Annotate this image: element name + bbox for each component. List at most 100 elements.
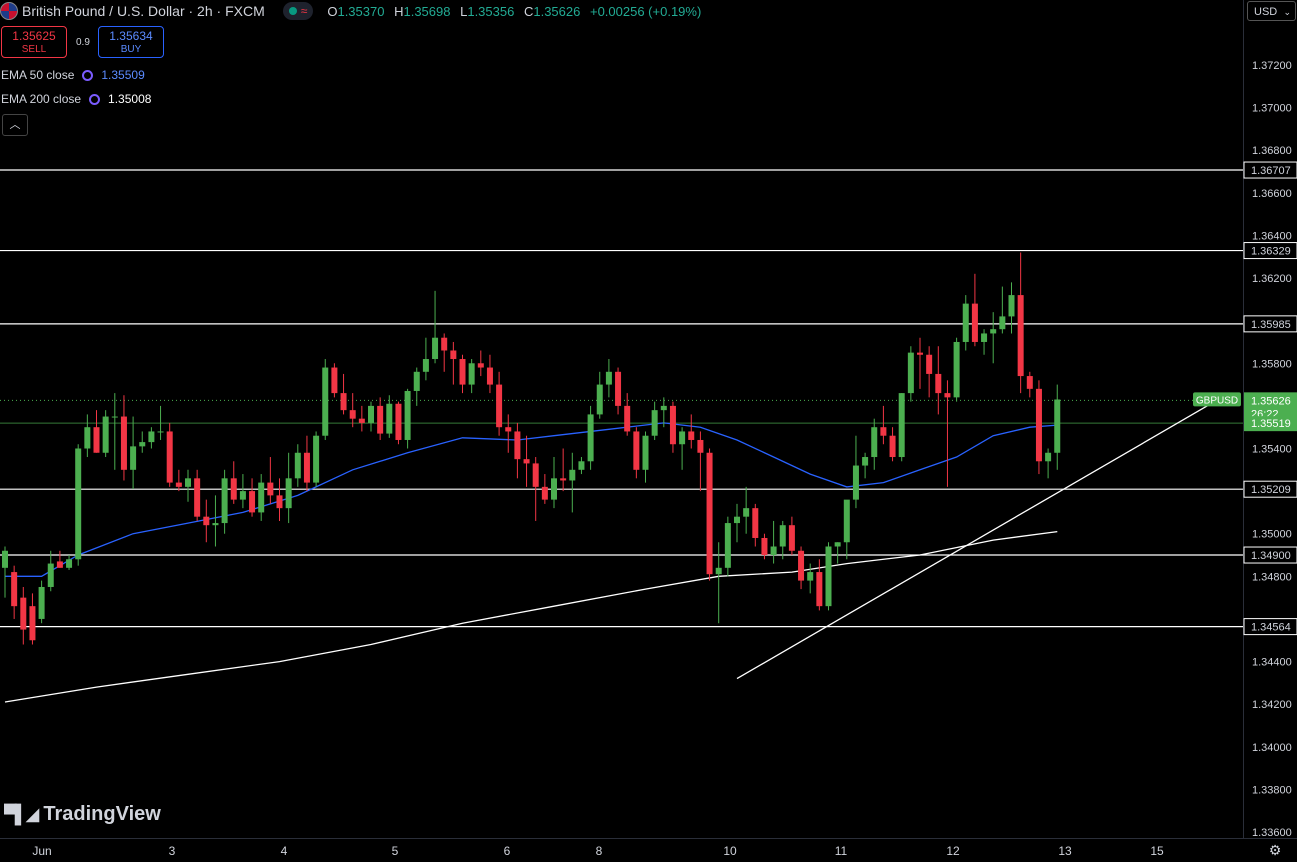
candle-body xyxy=(120,416,127,470)
price-tick-label: 1.37200 xyxy=(1252,60,1292,72)
candle-body xyxy=(560,478,567,481)
time-tick-label: 4 xyxy=(281,844,288,858)
candle-body xyxy=(175,482,182,487)
ohlc-open-key: O xyxy=(327,3,338,19)
price-tick-label: 1.36200 xyxy=(1252,273,1292,285)
candle-body xyxy=(322,367,329,436)
horizontal-levels xyxy=(0,169,1243,628)
candle-body xyxy=(926,354,933,374)
level-price-tag xyxy=(1243,546,1297,564)
chevron-down-icon: ⌄ xyxy=(1283,7,1291,17)
indicator-ema200[interactable]: EMA 200 close 1.35008 xyxy=(1,92,151,106)
level-price-label: 1.35985 xyxy=(1251,319,1291,331)
candle-body xyxy=(285,478,292,509)
chart-header: British Pound / U.S. Dollar · 2h · FXCM … xyxy=(0,0,707,22)
price-tick-label: 1.34800 xyxy=(1252,571,1292,583)
candle-body xyxy=(1045,452,1052,462)
sell-label: SELL xyxy=(21,44,47,55)
candle-body xyxy=(29,606,36,641)
candle-body xyxy=(679,431,686,445)
candle-body xyxy=(1035,388,1042,462)
candles xyxy=(2,252,1061,645)
symbol-price-tag xyxy=(1193,392,1241,407)
candle-body xyxy=(907,352,914,394)
candle-body xyxy=(605,371,612,385)
price-tick-label: 1.37000 xyxy=(1252,103,1292,115)
buy-button[interactable]: 1.35634 BUY xyxy=(98,26,164,58)
ohlc-low-value: 1.35356 xyxy=(467,3,515,19)
candle-body xyxy=(239,491,246,500)
ohlc-high-value: 1.35698 xyxy=(403,3,451,19)
candle-body xyxy=(84,427,91,449)
candle-body xyxy=(788,525,795,551)
ema50-layer xyxy=(5,422,1058,577)
candle-body xyxy=(349,410,356,419)
candle-body xyxy=(93,427,100,453)
candle-body xyxy=(313,435,320,483)
candle-body xyxy=(294,452,301,479)
candle-body xyxy=(56,561,63,568)
candle-body xyxy=(871,427,878,458)
time-tick-label: 8 xyxy=(596,844,603,858)
price-tags: 1.36707 1.36329 1.35985 1.35209 1.34900 1.345… xyxy=(1193,161,1297,636)
candle-body xyxy=(221,478,228,524)
candle-body xyxy=(669,405,676,445)
candle-body xyxy=(331,367,338,394)
time-tick-label: 11 xyxy=(835,844,848,858)
candle-body xyxy=(743,508,750,517)
candle-body xyxy=(47,563,54,587)
candle-body xyxy=(642,435,649,470)
candle-body xyxy=(615,371,622,406)
candle-body xyxy=(880,427,887,436)
candle-body xyxy=(422,359,429,372)
ema50-price-tag xyxy=(1244,416,1297,432)
candle-body xyxy=(761,537,768,556)
sell-button[interactable]: 1.35625 SELL xyxy=(1,26,67,58)
tradingview-logo: ▀▌◢ TradingView xyxy=(4,803,161,826)
indicator-ema50[interactable]: EMA 50 close 1.35509 xyxy=(1,68,145,82)
level-price-label: 1.35209 xyxy=(1251,484,1291,496)
candle-body xyxy=(807,572,814,581)
candle-body xyxy=(203,516,210,526)
candle-body xyxy=(578,461,585,470)
price-tick-label: 1.34000 xyxy=(1252,742,1292,754)
candle-body xyxy=(834,542,841,547)
symbol-title[interactable]: British Pound / U.S. Dollar · 2h · FXCM xyxy=(22,3,265,19)
ohlc-open-value: 1.35370 xyxy=(337,3,385,19)
candle-body xyxy=(276,495,283,509)
candle-body xyxy=(194,478,201,517)
price-axis[interactable]: 1.37200 1.37000 1.36800 1.36600 1.36400 1.362… xyxy=(1252,60,1292,839)
gear-icon[interactable]: ⚙ xyxy=(1268,842,1282,858)
wave-icon: ≈ xyxy=(300,4,308,18)
candle-body xyxy=(413,371,420,391)
candle-body xyxy=(450,350,457,360)
currency-selector[interactable]: USD ⌄ xyxy=(1247,1,1296,21)
candle-body xyxy=(1008,295,1015,317)
market-status[interactable]: ≈ xyxy=(282,2,314,20)
candle-body xyxy=(395,403,402,440)
ema50-line xyxy=(5,422,1058,577)
price-tick-label: 1.33600 xyxy=(1252,827,1292,839)
ema200-line xyxy=(4,530,1058,703)
candle-body xyxy=(496,384,503,428)
ohlc-values: O1.35370 H1.35698 L1.35356 C1.35626 +0.0… xyxy=(327,4,707,19)
symbol-tag-label: GBPUSD xyxy=(1196,395,1238,406)
ohlc-low-key: L xyxy=(460,3,468,19)
time-axis[interactable]: Jun 3 4 5 6 8 10 11 12 13 15 xyxy=(32,844,1164,858)
candle-body xyxy=(477,363,484,368)
ohlc-close-key: C xyxy=(523,3,534,19)
ema200-layer xyxy=(4,530,1058,703)
candle-body xyxy=(2,550,8,568)
trendline-layer xyxy=(736,396,1223,680)
candle-body xyxy=(340,393,347,411)
candle-body xyxy=(688,431,695,440)
brand-name: TradingView xyxy=(43,803,161,825)
ohlc-high-key: H xyxy=(394,3,404,19)
candle-body xyxy=(267,482,274,496)
collapse-indicators-button[interactable]: ︿ xyxy=(2,114,28,136)
candle-body xyxy=(523,459,530,464)
candle-body xyxy=(551,478,557,500)
candle-body xyxy=(441,337,448,351)
candle-body xyxy=(249,491,256,513)
